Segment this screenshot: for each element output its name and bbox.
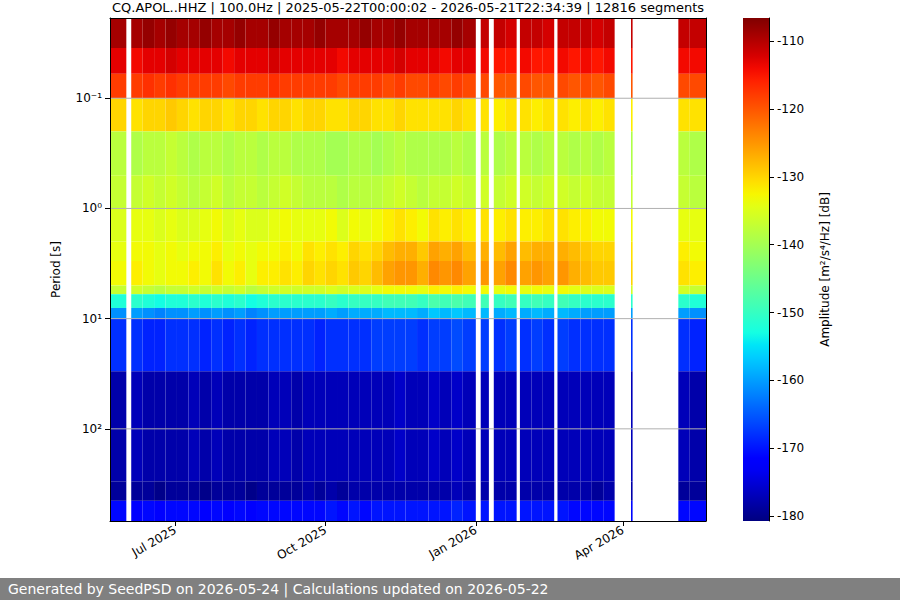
svg-text:-160: -160 [777, 373, 804, 387]
svg-text:Period [s]: Period [s] [49, 241, 63, 298]
svg-text:-130: -130 [777, 170, 804, 184]
svg-text:CQ.APOL..HHZ | 100.0Hz | 2025-: CQ.APOL..HHZ | 100.0Hz | 2025-05-22T00:0… [112, 0, 704, 15]
svg-text:Amplitude [m²/s⁴/Hz] [dB]: Amplitude [m²/s⁴/Hz] [dB] [818, 192, 832, 347]
svg-text:Jul 2025: Jul 2025 [129, 523, 179, 560]
svg-text:-170: -170 [777, 441, 804, 455]
svg-text:10²: 10² [82, 422, 102, 436]
svg-text:-120: -120 [777, 102, 804, 116]
svg-text:10¹: 10¹ [82, 312, 102, 326]
svg-text:10⁻¹: 10⁻¹ [76, 91, 103, 105]
svg-text:Generated by SeedPSD on 2026-0: Generated by SeedPSD on 2026-05-24 | Cal… [8, 581, 549, 598]
svg-text:Apr 2026: Apr 2026 [572, 523, 627, 563]
svg-text:Oct 2025: Oct 2025 [274, 523, 329, 563]
svg-text:-140: -140 [777, 238, 804, 252]
svg-text:-150: -150 [777, 306, 804, 320]
svg-text:-110: -110 [777, 34, 804, 48]
svg-text:-180: -180 [777, 509, 804, 523]
svg-text:Jan 2026: Jan 2026 [426, 523, 480, 562]
svg-text:10⁰: 10⁰ [82, 201, 102, 215]
